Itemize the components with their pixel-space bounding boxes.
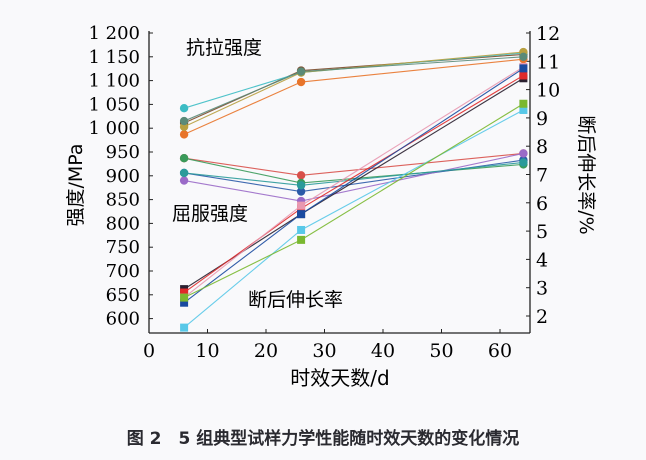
x-tick-label: 50	[429, 340, 453, 362]
data-point-tensile	[179, 116, 189, 126]
data-point-elongation	[180, 288, 189, 297]
series-line-tensile	[183, 51, 524, 128]
y-left-tick-label: 850	[106, 190, 140, 211]
y-left-tick-label: 900	[106, 166, 140, 187]
data-point-elongation	[180, 323, 189, 332]
x-tick-label: 40	[371, 340, 395, 362]
data-point-yield	[179, 176, 189, 185]
data-point-yield	[519, 149, 528, 158]
x-tick-label: 0	[143, 340, 155, 362]
y-right-tick-label: 12	[536, 23, 560, 45]
series-line-elongation	[183, 103, 524, 299]
data-point-yield	[179, 168, 189, 178]
data-point-tensile	[179, 130, 189, 139]
y-right-axis-label: 断后伸长率/%	[575, 115, 597, 234]
data-point-tensile	[519, 52, 528, 61]
x-tick-label: 60	[488, 340, 512, 362]
y-right-tick-label: 9	[536, 108, 548, 130]
y-left-tick-label: 1 000	[88, 118, 140, 139]
y-left-tick-label: 800	[106, 213, 140, 234]
data-point-elongation	[519, 71, 528, 80]
y-left-axis-label: 强度/MPa	[65, 143, 87, 226]
y-right-tick-label: 5	[536, 221, 548, 243]
y-right-tick-label: 4	[536, 249, 548, 271]
y-left-tick-label: 1 150	[88, 47, 140, 68]
figure-caption: 图 2 5 组典型试样力学性能随时效天数的变化情况	[126, 429, 520, 449]
y-right-tick-label: 8	[536, 136, 548, 158]
annotation-yield: 屈服强度	[172, 203, 248, 225]
y-right-tick-label: 6	[536, 193, 548, 215]
data-point-tensile	[179, 104, 189, 113]
data-point-elongation	[297, 210, 306, 219]
data-point-elongation	[519, 64, 528, 73]
data-point-yield	[179, 153, 189, 163]
y-left-tick-label: 1 100	[88, 71, 140, 92]
y-right-tick-label: 2	[536, 306, 548, 328]
data-point-yield	[296, 181, 306, 190]
data-point-yield	[519, 158, 528, 167]
y-right-tick-label: 10	[536, 80, 560, 102]
data-point-yield	[296, 171, 306, 180]
data-point-yield	[296, 187, 306, 196]
annotation-tensile: 抗拉强度	[186, 37, 262, 59]
data-point-elongation	[180, 298, 189, 307]
data-point-elongation	[519, 99, 528, 108]
series-line-tensile	[183, 58, 524, 135]
y-left-tick-label: 700	[106, 261, 140, 282]
data-point-elongation	[297, 225, 306, 234]
y-left-tick-label: 1 050	[88, 94, 140, 115]
y-left-tick-label: 1 200	[88, 23, 140, 44]
y-left-tick-label: 650	[106, 285, 140, 306]
x-tick-label: 10	[195, 340, 219, 362]
data-point-elongation	[297, 235, 306, 244]
y-left-tick-label: 600	[106, 309, 140, 330]
y-left-tick-label: 750	[106, 237, 140, 258]
x-tick-label: 30	[312, 340, 336, 362]
x-tick-label: 20	[254, 340, 278, 362]
data-point-tensile	[296, 67, 306, 76]
y-right-tick-label: 7	[536, 165, 548, 187]
y-left-tick-label: 950	[106, 142, 140, 163]
data-point-elongation	[297, 201, 306, 210]
data-point-elongation	[180, 293, 189, 302]
annotation-elongation: 断后伸长率	[248, 289, 343, 311]
data-point-elongation	[519, 105, 528, 114]
data-point-tensile	[296, 77, 306, 87]
x-axis-label: 时效天数/d	[290, 366, 389, 390]
y-right-tick-label: 11	[536, 51, 560, 73]
y-right-tick-label: 3	[536, 278, 548, 300]
